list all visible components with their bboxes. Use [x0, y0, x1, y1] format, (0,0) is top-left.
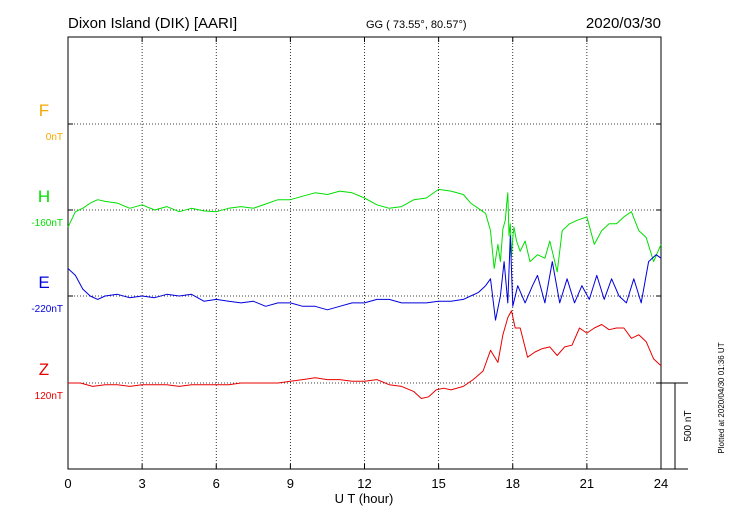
plotted-timestamp: Plotted at 2020/04/30 01:36 UT: [717, 342, 726, 453]
channel-baseline-e: -220nT: [31, 304, 63, 315]
series-line-e: [67, 235, 662, 321]
channel-name-e: E: [38, 273, 49, 292]
channel-baseline-f: 0nT: [46, 132, 63, 143]
x-tick-label: 0: [64, 476, 71, 491]
x-tick-label: 18: [506, 476, 520, 491]
scale-bar: 500 nT: [661, 382, 694, 470]
channel-labels: F 0nT H -160nT E -220nT Z 120nT: [31, 101, 63, 402]
series-line-z: [68, 310, 662, 399]
x-tick-label: 15: [431, 476, 445, 491]
scale-bar-label: 500 nT: [683, 410, 694, 441]
x-tick-label: 12: [357, 476, 371, 491]
channel-baseline-h: -160nT: [31, 218, 63, 229]
x-tick-label: 24: [654, 476, 668, 491]
x-tick-label: 6: [213, 476, 220, 491]
x-axis-label: U T (hour): [335, 491, 394, 506]
x-tick-label: 9: [287, 476, 294, 491]
x-axis-ticks: 0 3 6 9 12 15 18 21 24: [64, 37, 668, 491]
channel-baseline-z: 120nT: [35, 391, 63, 402]
geographic-coordinates: GG ( 73.55°, 80.57°): [366, 19, 467, 31]
plot-date: 2020/03/30: [586, 15, 661, 32]
x-tick-label: 3: [139, 476, 146, 491]
channel-name-f: F: [39, 101, 49, 120]
chart-series: [67, 188, 662, 399]
channel-name-z: Z: [39, 360, 49, 379]
station-title: Dixon Island (DIK) [AARI]: [68, 15, 237, 32]
x-tick-label: 21: [580, 476, 594, 491]
channel-name-h: H: [38, 187, 50, 206]
series-line-h: [67, 188, 662, 273]
chart-grid: [68, 37, 661, 469]
